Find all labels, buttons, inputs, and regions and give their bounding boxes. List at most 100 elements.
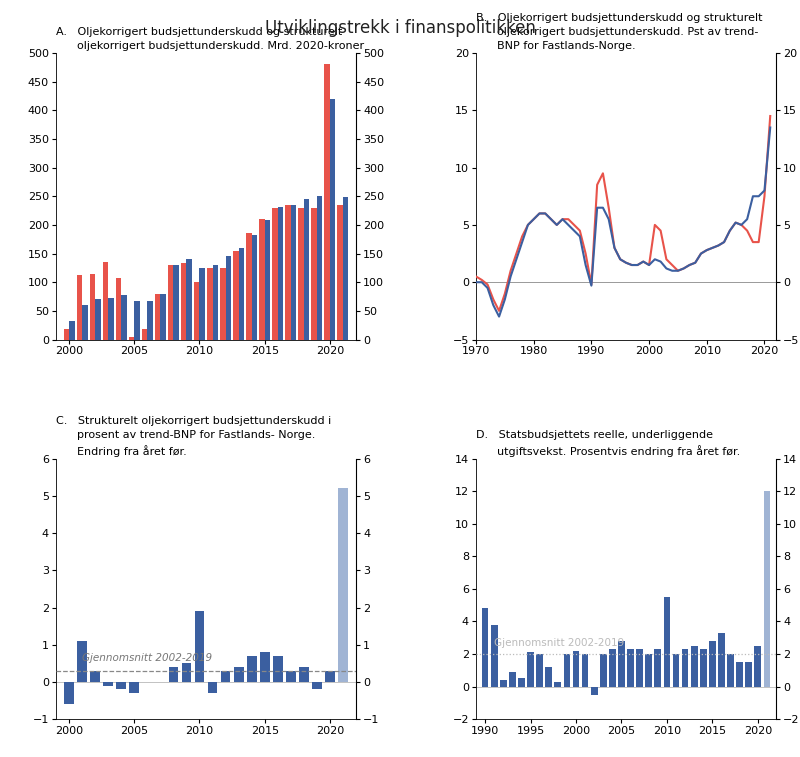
Bar [325, 671, 335, 682]
Bar [600, 654, 606, 687]
Bar [208, 682, 218, 693]
Bar [130, 682, 139, 693]
Text: Gjennomsnitt 2002-2019: Gjennomsnitt 2002-2019 [82, 653, 212, 662]
Text: D.   Statsbudsjettets reelle, underliggende
      utgiftsvekst. Prosentvis endri: D. Statsbudsjettets reelle, underliggend… [476, 430, 740, 456]
Bar [278, 207, 283, 339]
Bar [220, 268, 226, 339]
Bar [64, 682, 74, 704]
Legend: Oljekorrigert underskudd, Strukturelt oljekorrigert underskudd: Oljekorrigert underskudd, Strukturelt ol… [482, 372, 719, 399]
Bar [290, 205, 296, 339]
Bar [95, 300, 101, 339]
Bar [246, 233, 252, 339]
Bar [317, 196, 322, 339]
Bar [234, 667, 243, 682]
Bar [709, 641, 716, 687]
Bar [627, 650, 634, 687]
Bar [259, 220, 265, 339]
Bar [727, 654, 734, 687]
Bar [155, 294, 160, 339]
Bar [646, 654, 652, 687]
Bar [108, 298, 114, 339]
Bar [142, 329, 147, 339]
Bar [754, 646, 762, 687]
Bar [174, 265, 179, 339]
Bar [194, 611, 204, 682]
Bar [226, 257, 231, 339]
Bar [90, 273, 95, 339]
Bar [490, 625, 498, 687]
Bar [763, 491, 770, 687]
Bar [252, 235, 257, 339]
Bar [299, 667, 309, 682]
Text: Utviklingstrekk i finanspolitikken: Utviklingstrekk i finanspolitikken [265, 19, 535, 37]
Bar [546, 667, 552, 687]
Bar [590, 687, 598, 695]
Bar [169, 667, 178, 682]
Bar [654, 650, 662, 687]
Bar [273, 656, 282, 682]
Bar [168, 265, 174, 339]
Bar [102, 262, 108, 339]
Bar [482, 609, 489, 687]
Bar [718, 633, 725, 687]
Bar [500, 680, 506, 687]
Bar [304, 198, 310, 339]
Bar [233, 251, 238, 339]
Bar [563, 654, 570, 687]
Bar [673, 654, 679, 687]
Bar [509, 672, 516, 687]
Text: A.   Oljekorrigert budsjettunderskudd og strukturelt
      oljekorrigert budsjet: A. Oljekorrigert budsjettunderskudd og s… [56, 26, 364, 51]
Bar [338, 488, 348, 682]
Legend: Oljekorrigert underskudd, Strukturelt oljekorrigert underskudd: Oljekorrigert underskudd, Strukturelt ol… [62, 372, 285, 400]
Bar [311, 207, 317, 339]
Bar [286, 205, 290, 339]
Bar [312, 682, 322, 690]
Bar [298, 207, 304, 339]
Bar [527, 653, 534, 687]
Bar [186, 260, 192, 339]
Text: Gjennomsnitt 2002-2019: Gjennomsnitt 2002-2019 [494, 637, 625, 647]
Bar [636, 650, 643, 687]
Bar [116, 278, 122, 339]
Bar [116, 682, 126, 690]
Bar [582, 654, 589, 687]
Bar [330, 99, 335, 339]
Bar [700, 650, 706, 687]
Bar [199, 268, 205, 339]
Bar [518, 678, 525, 687]
Bar [181, 263, 186, 339]
Bar [182, 663, 191, 682]
Text: B.   Oljekorrigert budsjettunderskudd og strukturelt
      oljekorrigert budsjet: B. Oljekorrigert budsjettunderskudd og s… [476, 13, 762, 51]
Bar [663, 597, 670, 687]
Bar [338, 205, 343, 339]
Bar [746, 662, 752, 687]
Bar [77, 641, 87, 682]
Bar [63, 329, 69, 339]
Bar [265, 220, 270, 339]
Bar [90, 671, 100, 682]
Bar [69, 321, 74, 339]
Bar [618, 641, 625, 687]
Bar [609, 650, 616, 687]
Text: C.   Strukturelt oljekorrigert budsjettunderskudd i
      prosent av trend-BNP f: C. Strukturelt oljekorrigert budsjettund… [56, 416, 331, 456]
Bar [260, 653, 270, 682]
Bar [690, 646, 698, 687]
Bar [286, 671, 296, 682]
Bar [134, 301, 140, 339]
Bar [343, 198, 349, 339]
Bar [573, 651, 579, 687]
Bar [325, 64, 330, 339]
Bar [554, 682, 562, 687]
Bar [272, 207, 278, 339]
Bar [536, 654, 543, 687]
Bar [736, 662, 743, 687]
Bar [207, 268, 213, 339]
Bar [82, 305, 87, 339]
Bar [246, 656, 257, 682]
Bar [682, 650, 689, 687]
Bar [213, 265, 218, 339]
Bar [103, 682, 113, 686]
Bar [160, 294, 166, 339]
Bar [221, 671, 230, 682]
Bar [129, 337, 134, 339]
